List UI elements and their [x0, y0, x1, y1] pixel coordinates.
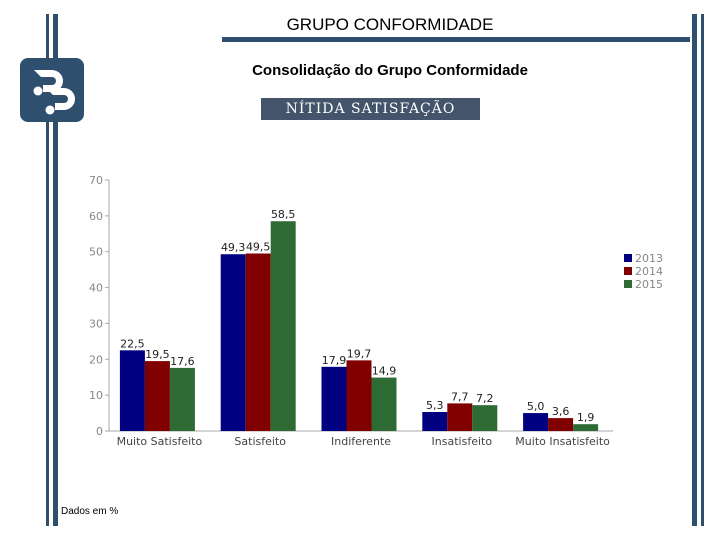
- data-label: 1,9: [577, 411, 595, 424]
- right-border-bar-2: [701, 14, 704, 526]
- chart-data-labels: 22,519,517,6 49,3 49,5 58,5 17,9 19,714,9 5,3 7…: [120, 208, 594, 424]
- bar-2014: [447, 403, 473, 431]
- left-border-bar-2: [53, 14, 58, 526]
- bar-2014: [548, 418, 574, 431]
- page-title: GRUPO CONFORMIDADE: [286, 15, 494, 34]
- data-label: 17,6: [170, 355, 195, 368]
- y-tick-label: 40: [89, 282, 103, 295]
- title-underline: [222, 37, 690, 42]
- bar-2013: [523, 413, 549, 431]
- y-tick-label: 0: [96, 425, 103, 438]
- data-label: 5,0: [527, 400, 545, 413]
- x-category-label: Satisfeito: [234, 435, 286, 448]
- data-label: 22,5: [120, 337, 145, 350]
- y-tick-label: 10: [89, 389, 103, 402]
- legend-label: 2014: [635, 265, 663, 278]
- x-category-label: Muito Satisfeito: [117, 435, 203, 448]
- page-subtitle: Consolidação do Grupo Conformidade: [252, 62, 528, 79]
- footnote: Dados em %: [61, 506, 119, 517]
- legend-swatch-2014: [624, 267, 632, 275]
- y-tick-label: 20: [89, 353, 103, 366]
- data-label: 49,3: [221, 241, 246, 254]
- data-label: 49,5: [246, 241, 271, 254]
- data-label: 58,5: [271, 208, 296, 221]
- x-category-label: Muito Insatisfeito: [515, 435, 610, 448]
- legend-label: 2013: [635, 252, 663, 265]
- bar-2014: [346, 360, 372, 431]
- x-category-label: Indiferente: [331, 435, 391, 448]
- section-heading: NÍTIDA SATISFAÇÃO: [261, 98, 480, 120]
- bar-2015: [169, 367, 195, 431]
- legend-swatch-2015: [624, 280, 632, 288]
- legend-swatch-2013: [624, 254, 632, 262]
- data-label: 14,9: [372, 365, 397, 378]
- y-tick-label: 50: [89, 246, 103, 259]
- bar-2013: [220, 254, 246, 431]
- bar-2013: [422, 411, 448, 431]
- y-tick-label: 60: [89, 210, 103, 223]
- left-border-bar-1: [46, 14, 49, 526]
- pp-logo-icon: [20, 58, 84, 122]
- legend-label: 2015: [635, 278, 663, 291]
- bar-2015: [270, 221, 296, 431]
- bar-2014: [144, 361, 170, 431]
- data-label: 5,3: [426, 399, 444, 412]
- bar-2013: [119, 350, 145, 431]
- bar-2015: [371, 377, 397, 431]
- right-border-bar-1: [692, 14, 697, 526]
- bar-2014: [245, 253, 271, 431]
- bar-2015: [472, 405, 498, 431]
- data-label: 3,6: [552, 405, 570, 418]
- data-label: 7,2: [476, 392, 494, 405]
- chart-bars: [119, 221, 599, 431]
- bar-2015: [573, 424, 599, 431]
- data-label: 7,7: [451, 390, 469, 403]
- data-label: 19,7: [347, 347, 372, 360]
- bar-2013: [321, 366, 347, 431]
- data-label: 19,5: [145, 348, 170, 361]
- data-label: 17,9: [322, 354, 347, 367]
- y-tick-label: 30: [89, 317, 103, 330]
- x-category-label: Insatisfeito: [432, 435, 493, 448]
- y-tick-label: 70: [89, 174, 103, 187]
